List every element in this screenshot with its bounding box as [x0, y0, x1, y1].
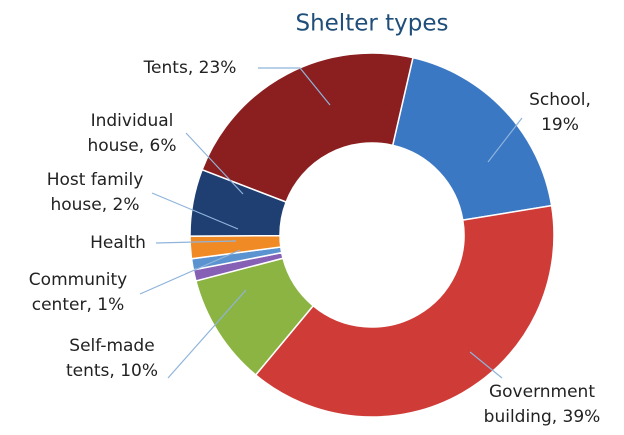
slice: [391, 56, 553, 222]
slice-label: Tents, 23%: [143, 58, 237, 78]
slice-label: tents, 10%: [66, 361, 158, 381]
slice-label: house, 6%: [87, 136, 176, 156]
slice-label: 19%: [541, 115, 579, 135]
slice-label: center, 1%: [32, 295, 124, 315]
leader-line: [139, 249, 241, 295]
leader-line: [167, 289, 247, 379]
leader-line: [155, 240, 237, 244]
slice-label: Government: [489, 382, 595, 402]
leader-line: [151, 192, 239, 230]
slice-label: Community: [29, 270, 127, 290]
leader-line: [469, 351, 503, 379]
slice-label: Self-made: [69, 336, 154, 356]
leader-line: [487, 117, 523, 163]
chart-title: Shelter types: [295, 11, 448, 37]
slice: [254, 204, 555, 418]
slice-label: Health: [90, 233, 146, 253]
slice-label: School,: [529, 90, 591, 110]
slice-label: building, 39%: [484, 407, 601, 427]
leader-line: [185, 132, 244, 195]
slice-label: house, 2%: [50, 195, 139, 215]
leader-line: [258, 67, 331, 106]
slice-label: Host family: [47, 170, 144, 190]
slice: [201, 52, 414, 203]
slice-label: Individual: [91, 111, 174, 131]
